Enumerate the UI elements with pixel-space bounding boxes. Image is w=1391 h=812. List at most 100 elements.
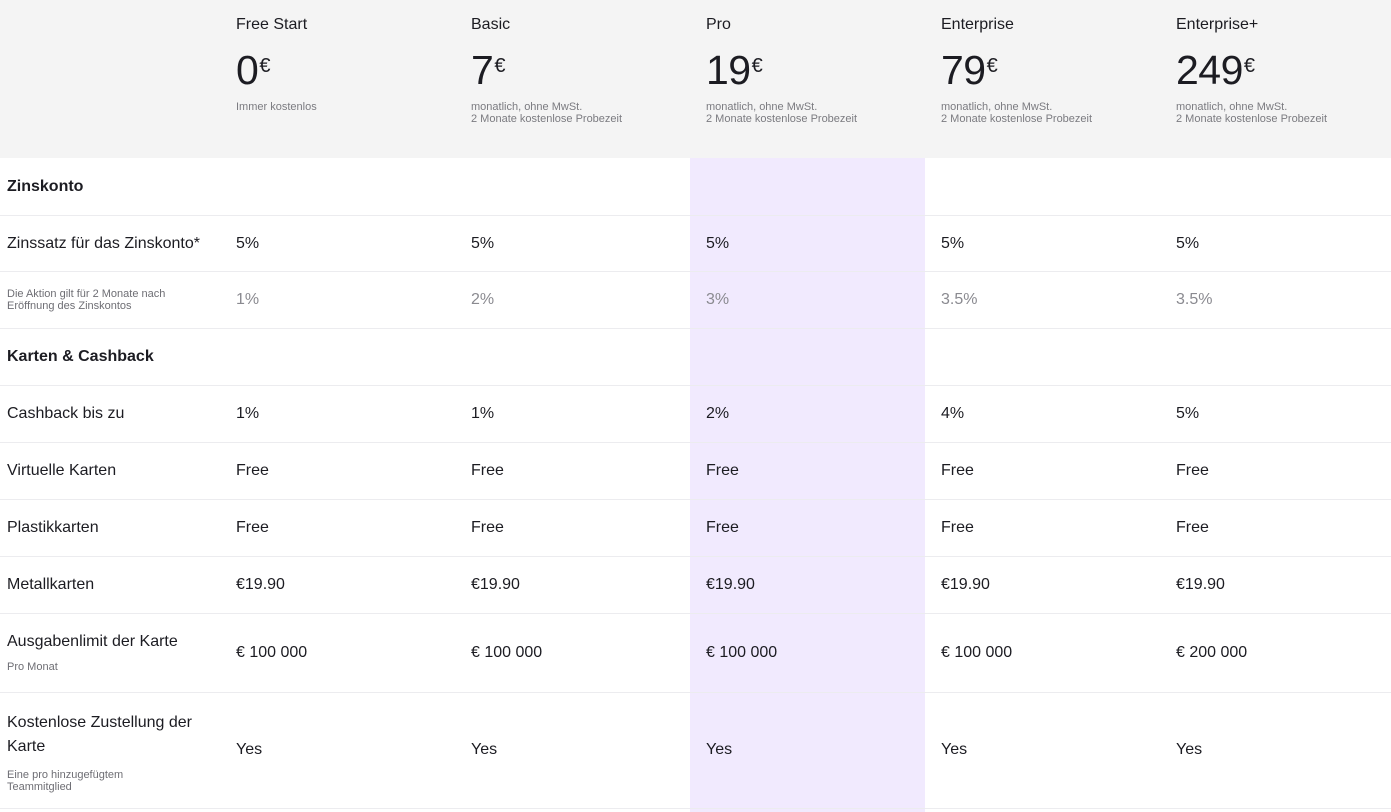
section-karten-cashback: Karten & Cashback xyxy=(0,329,1391,386)
cell-enterprise-plus: 5% xyxy=(1176,405,1200,422)
cell-basic: € 100 000 xyxy=(471,644,543,661)
row-label: Virtuelle Karten xyxy=(7,462,117,479)
cell-pro: € 100 000 xyxy=(706,644,778,661)
row-zinssatz: Zinssatz für das Zinskonto* 5% 5% 5% 5% … xyxy=(0,216,1391,272)
plan-note: monatlich, ohne MwSt. 2 Monate kostenlos… xyxy=(471,101,622,125)
pro-column-highlight xyxy=(690,158,925,812)
cell-enterprise: € 100 000 xyxy=(941,644,1013,661)
plan-note-line1: monatlich, ohne MwSt. xyxy=(706,101,818,113)
cell-enterprise-plus: €19.90 xyxy=(1176,576,1225,593)
cell-enterprise-plus: 3.5% xyxy=(1176,291,1213,308)
plan-price: 249€ xyxy=(1176,46,1255,104)
cell-pro: Yes xyxy=(706,741,733,758)
plans-header: Free Start 0€ Immer kostenlos Basic 7€ m… xyxy=(0,0,1391,158)
cell-enterprise-plus: Free xyxy=(1176,462,1209,479)
cell-free-start: Free xyxy=(236,462,269,479)
section-title: Karten & Cashback xyxy=(7,348,154,365)
cell-basic: Yes xyxy=(471,741,498,758)
row-label: Kostenlose Zustellung der Karte Eine pro… xyxy=(7,711,192,793)
cell-pro: 2% xyxy=(706,405,730,422)
cell-basic: Free xyxy=(471,462,504,479)
row-virtuelle-karten: Virtuelle Karten Free Free Free Free Fre… xyxy=(0,443,1391,500)
price-currency: € xyxy=(1243,55,1256,77)
cell-pro: 3% xyxy=(706,291,730,308)
plan-price: 79€ xyxy=(941,46,998,104)
row-label: Zinssatz für das Zinskonto* xyxy=(7,235,200,252)
cell-free-start: 5% xyxy=(236,235,260,252)
cell-enterprise: 3.5% xyxy=(941,291,978,308)
row-label: Metallkarten xyxy=(7,576,95,593)
cell-enterprise-plus: Free xyxy=(1176,519,1209,536)
row-cashback: Cashback bis zu 1% 1% 2% 4% 5% xyxy=(0,386,1391,443)
price-amount: 19 xyxy=(706,47,751,93)
plan-note-line2: 2 Monate kostenlose Probezeit xyxy=(1176,113,1328,125)
row-metallkarten: Metallkarten €19.90 €19.90 €19.90 €19.90… xyxy=(0,557,1391,614)
plan-name: Free Start xyxy=(236,16,308,33)
cell-enterprise-plus: 5% xyxy=(1176,235,1200,252)
cell-pro: €19.90 xyxy=(706,576,755,593)
price-amount: 0 xyxy=(236,47,259,93)
row-label-text: Ausgabenlimit der Karte xyxy=(7,633,178,650)
plan-note: monatlich, ohne MwSt. 2 Monate kostenlos… xyxy=(1176,101,1327,125)
row-kostenlose-zustellung: Kostenlose Zustellung der Karte Eine pro… xyxy=(0,693,1391,809)
plan-note-line1: monatlich, ohne MwSt. xyxy=(941,101,1053,113)
row-sublabel-line2: Teammitglied xyxy=(7,781,72,793)
plan-name: Basic xyxy=(471,16,511,33)
plan-note: Immer kostenlos xyxy=(236,101,317,113)
price-amount: 7 xyxy=(471,47,494,93)
row-sublabel: Pro Monat xyxy=(7,661,58,673)
price-amount: 249 xyxy=(1176,47,1243,93)
row-label: Die Aktion gilt für 2 Monate nach Eröffn… xyxy=(7,288,166,312)
plan-note-line1: monatlich, ohne MwSt. xyxy=(471,101,583,113)
plan-note-line2: 2 Monate kostenlose Probezeit xyxy=(941,113,1093,125)
cell-basic: 1% xyxy=(471,405,495,422)
cell-enterprise: Yes xyxy=(941,741,968,758)
section-title: Zinskonto xyxy=(7,178,84,195)
plan-note: monatlich, ohne MwSt. 2 Monate kostenlos… xyxy=(706,101,857,125)
plan-price: 19€ xyxy=(706,46,763,104)
cell-free-start: €19.90 xyxy=(236,576,285,593)
price-currency: € xyxy=(494,55,506,77)
plan-name: Enterprise xyxy=(941,16,1014,33)
cell-pro: Free xyxy=(706,462,739,479)
cell-pro: Free xyxy=(706,519,739,536)
plan-note-line2: 2 Monate kostenlose Probezeit xyxy=(471,113,623,125)
price-currency: € xyxy=(751,55,763,77)
cell-pro: 5% xyxy=(706,235,730,252)
cell-enterprise: 4% xyxy=(941,405,965,422)
cell-free-start: € 100 000 xyxy=(236,644,308,661)
cell-free-start: 1% xyxy=(236,405,260,422)
cell-enterprise: 5% xyxy=(941,235,965,252)
cell-enterprise: Free xyxy=(941,462,974,479)
row-label: Ausgabenlimit der Karte Pro Monat xyxy=(7,633,178,673)
row-label-line1: Kostenlose Zustellung der xyxy=(7,714,192,731)
cell-basic: 5% xyxy=(471,235,495,252)
row-label: Plastikkarten xyxy=(7,519,99,536)
plan-note-line2: 2 Monate kostenlose Probezeit xyxy=(706,113,858,125)
row-label-line2: Karte xyxy=(7,738,46,755)
cell-basic: 2% xyxy=(471,291,495,308)
cell-free-start: Free xyxy=(236,519,269,536)
plan-name: Pro xyxy=(706,16,731,33)
cell-free-start: Yes xyxy=(236,741,263,758)
plan-price: 7€ xyxy=(471,46,505,104)
plan-note-line1: monatlich, ohne MwSt. xyxy=(1176,101,1288,113)
cell-free-start: 1% xyxy=(236,291,260,308)
plan-note-line1: Immer kostenlos xyxy=(236,101,317,113)
section-zinskonto: Zinskonto xyxy=(0,158,1391,216)
plan-name: Enterprise+ xyxy=(1176,16,1259,33)
cell-enterprise-plus: € 200 000 xyxy=(1176,644,1248,661)
price-currency: € xyxy=(259,55,271,77)
plan-price: 0€ xyxy=(236,46,270,104)
cell-enterprise-plus: Yes xyxy=(1176,741,1203,758)
row-aktion: Die Aktion gilt für 2 Monate nach Eröffn… xyxy=(0,272,1391,329)
plan-note: monatlich, ohne MwSt. 2 Monate kostenlos… xyxy=(941,101,1092,125)
price-currency: € xyxy=(986,55,998,77)
row-plastikkarten: Plastikkarten Free Free Free Free Free xyxy=(0,500,1391,557)
price-amount: 79 xyxy=(941,47,986,93)
row-label: Cashback bis zu xyxy=(7,405,125,422)
row-sublabel-line1: Eine pro hinzugefügtem xyxy=(7,769,124,781)
cell-enterprise: Free xyxy=(941,519,974,536)
cell-basic: Free xyxy=(471,519,504,536)
